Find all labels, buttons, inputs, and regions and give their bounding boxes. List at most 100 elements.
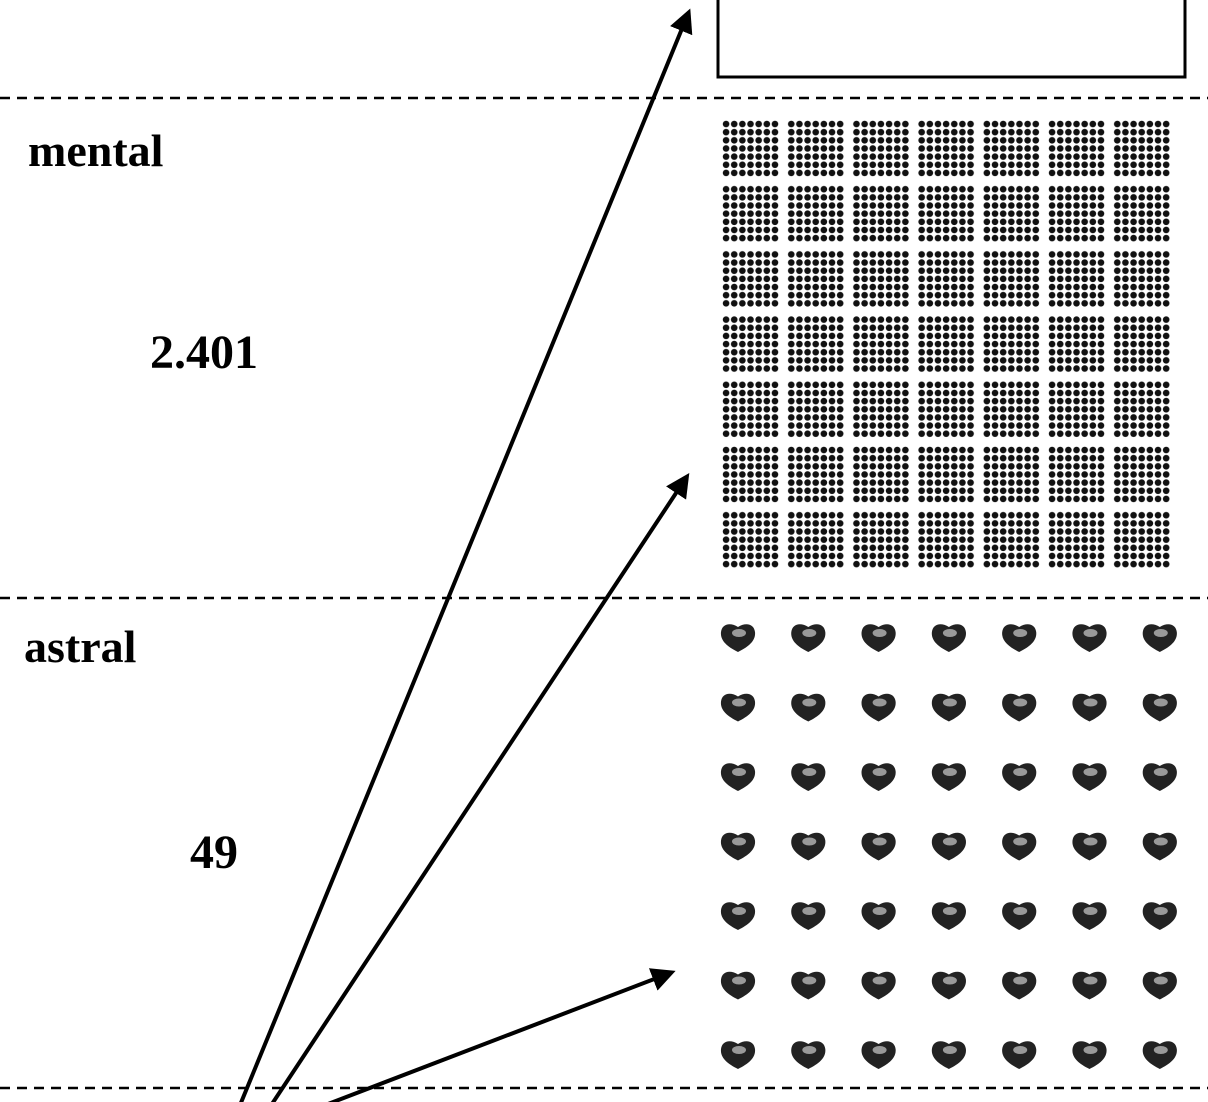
dot-block (787, 185, 845, 243)
blob (791, 902, 826, 930)
dot-block (852, 315, 910, 373)
blob-shape (931, 832, 966, 861)
blob-highlight (732, 629, 746, 637)
dot-block (852, 380, 910, 438)
blob (791, 693, 826, 722)
blob-highlight (802, 698, 817, 707)
dot-block (917, 315, 975, 373)
dot-block (1113, 185, 1171, 243)
blob-highlight (942, 629, 957, 637)
blob-shape (1142, 624, 1177, 652)
dot-block (722, 446, 779, 503)
blob-shape (861, 971, 896, 1000)
blob-shape (1002, 971, 1037, 1000)
dot-block (1113, 315, 1171, 373)
blob-shape (791, 832, 826, 861)
dot-block (982, 315, 1040, 373)
blob-highlight (732, 768, 746, 776)
blob-shape (720, 763, 756, 791)
blob (931, 1041, 966, 1069)
blob-highlight (1153, 907, 1168, 915)
blob-shape (791, 763, 826, 791)
blob-highlight (872, 837, 887, 846)
blob-highlight (1083, 1046, 1098, 1054)
blob-shape (861, 693, 896, 722)
blob-highlight (1153, 698, 1168, 707)
blob (861, 693, 896, 722)
dot-block (852, 120, 910, 177)
blob (931, 902, 966, 930)
blob-shape (1142, 1041, 1177, 1069)
blob (1072, 693, 1107, 722)
blob-shape (1002, 832, 1037, 861)
dot-block (917, 250, 975, 308)
blob (1002, 832, 1037, 861)
blob-highlight (872, 907, 887, 915)
blob-highlight (1083, 768, 1098, 776)
blob (791, 1041, 826, 1069)
blob-shape (1002, 763, 1037, 791)
blob (1002, 624, 1037, 652)
blob-highlight (1013, 698, 1028, 707)
blob (791, 832, 826, 861)
dot-block (787, 120, 845, 177)
dot-block (722, 315, 779, 373)
blob (861, 902, 896, 930)
dot-block (1048, 250, 1105, 308)
blob (931, 763, 966, 791)
dot-block (917, 185, 975, 243)
blob (1142, 1041, 1177, 1069)
dot-block (1048, 446, 1105, 503)
blob (1002, 693, 1037, 722)
blob-shape (861, 832, 896, 861)
blob-shape (1072, 971, 1107, 1000)
blob-highlight (1013, 629, 1028, 637)
blob (791, 624, 826, 652)
section-count: 49 (190, 826, 238, 879)
blob-shape (720, 971, 756, 1000)
blob-highlight (942, 768, 957, 776)
blob-highlight (802, 768, 817, 776)
blob (720, 624, 756, 652)
blob-highlight (872, 1046, 887, 1054)
blob-shape (931, 693, 966, 722)
blob (1072, 971, 1107, 1000)
arrow (239, 8, 693, 1102)
blob-highlight (872, 698, 887, 707)
blob-highlight (732, 837, 746, 846)
blob-shape (1072, 763, 1107, 791)
dot-block (982, 120, 1040, 177)
dot-block (852, 185, 910, 243)
blob (1002, 763, 1037, 791)
dot-block (722, 120, 779, 177)
blob-shape (1002, 624, 1037, 652)
blob-shape (720, 693, 756, 722)
dot-block (852, 250, 910, 308)
blob-highlight (732, 1046, 746, 1054)
blob-shape (1072, 693, 1107, 722)
blob-highlight (872, 976, 887, 985)
blob (1072, 832, 1107, 861)
blob-shape (931, 971, 966, 1000)
blob-shape (1072, 1041, 1107, 1069)
blob-highlight (1013, 976, 1028, 985)
dot-block (1113, 511, 1171, 569)
dot-block (917, 511, 975, 569)
blob (861, 971, 896, 1000)
blob (1142, 624, 1177, 652)
blob-shape (1072, 624, 1107, 652)
dot-block (787, 446, 845, 503)
dot-block (1048, 315, 1105, 373)
blob-highlight (802, 976, 817, 985)
blob-highlight (942, 837, 957, 846)
blob (861, 763, 896, 791)
blob (1072, 1041, 1107, 1069)
dot-block (1048, 380, 1105, 438)
blob-highlight (942, 976, 957, 985)
dot-block (1048, 185, 1105, 243)
blob-shape (1142, 832, 1177, 861)
blob-highlight (942, 907, 957, 915)
blob-highlight (1013, 1046, 1028, 1054)
blob (720, 763, 756, 791)
dot-block (787, 380, 845, 438)
